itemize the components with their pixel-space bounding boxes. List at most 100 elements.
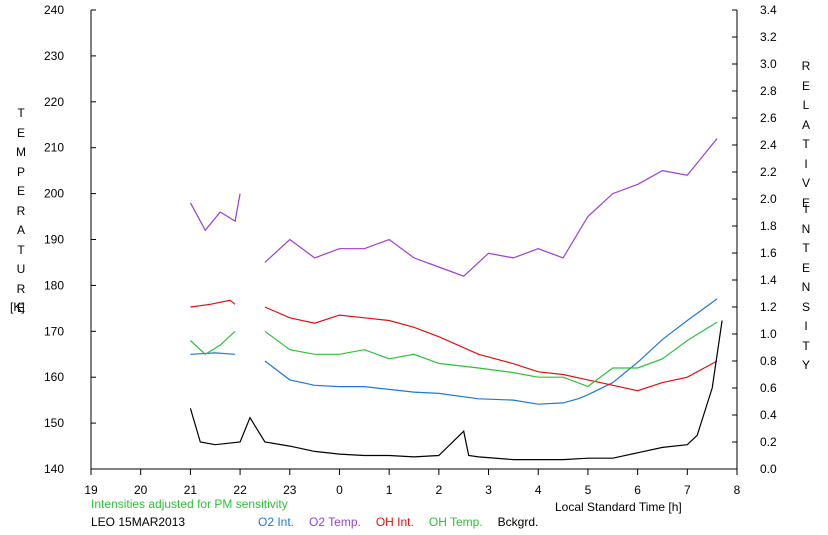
axis-label-letter: E <box>16 301 25 315</box>
right-tick-label: 0.6 <box>760 381 777 395</box>
right-tick-label: 2.2 <box>760 165 777 179</box>
series-oh-temp <box>189 321 718 388</box>
axis-label-letter: T <box>17 242 25 257</box>
axis-label-letter: N <box>801 280 811 294</box>
x-tick-label: 23 <box>283 483 297 497</box>
right-tick-label: 2.4 <box>760 138 777 152</box>
station-date-label: LEO 15MAR2013 <box>91 515 186 529</box>
plot-frame <box>90 10 738 470</box>
legend-entry: O2 Int. <box>258 515 295 529</box>
series-line <box>264 321 718 388</box>
axis-label-letter: M <box>16 145 26 159</box>
axis-label-letter: N <box>801 221 811 236</box>
axis-label-letter: E <box>801 195 810 210</box>
axis-label-letter: I <box>804 202 808 216</box>
x-tick-label: 3 <box>485 483 492 497</box>
x-tick-label: 5 <box>585 483 592 497</box>
x-tick-label: 20 <box>134 483 148 497</box>
series-line <box>190 299 236 308</box>
x-axis-ticks: 19 20 21 22 23 0 1 2 3 4 5 6 7 8 <box>84 469 741 497</box>
right-tick-label: 3.0 <box>760 57 777 71</box>
left-tick-label: 220 <box>44 95 64 109</box>
right-tick-label: 3.2 <box>760 30 777 44</box>
axis-label-letter: T <box>802 241 810 255</box>
axis-label-letter: A <box>801 117 810 132</box>
right-tick-label: 1.4 <box>760 273 777 287</box>
right-tick-label: 3.4 <box>760 3 777 17</box>
right-tick-label: 1.8 <box>760 219 777 233</box>
axis-label-letter: I <box>804 319 808 333</box>
series-line <box>189 193 241 232</box>
left-tick-label: 150 <box>44 416 64 430</box>
right-tick-label: 0.4 <box>760 408 777 422</box>
x-axis-title: Local Standard Time [h] <box>555 500 682 514</box>
right-tick-label: 2.6 <box>760 111 777 125</box>
series-oh-int <box>190 299 718 392</box>
axis-label-letter: E <box>801 78 810 93</box>
axis-label-letter: T <box>802 338 810 353</box>
left-tick-label: 230 <box>44 49 64 63</box>
axis-label-letter: Y <box>801 358 810 372</box>
right-tick-label: 0.0 <box>760 462 777 476</box>
left-tick-label: 160 <box>44 370 64 384</box>
x-tick-label: 4 <box>535 483 542 497</box>
axis-label-letter: R <box>801 59 811 73</box>
x-tick-label: 0 <box>336 483 343 497</box>
right-tick-label: 2.8 <box>760 84 777 98</box>
left-axis-ticks: 140 150 160 170 180 190 200 210 220 230 240 <box>44 3 96 476</box>
x-tick-label: 1 <box>386 483 393 497</box>
x-tick-label: 21 <box>184 483 198 497</box>
left-tick-label: 210 <box>44 141 64 155</box>
axis-label-letter: P <box>16 164 25 179</box>
axis-label-letter: V <box>801 176 810 190</box>
legend-entry: OH Temp. <box>428 515 483 529</box>
axis-label-letter: E <box>16 184 25 198</box>
series-line <box>264 306 718 392</box>
x-tick-label: 19 <box>84 483 98 497</box>
left-tick-label: 170 <box>44 324 64 338</box>
axis-label-letter: T <box>802 137 810 151</box>
axis-label-letter: U <box>16 262 26 276</box>
pm-sensitivity-note: Intensities adjusted for PM sensitivity <box>91 497 288 511</box>
left-tick-label: 140 <box>44 462 64 476</box>
right-tick-label: 0.8 <box>760 354 777 368</box>
right-tick-label: 1.6 <box>760 246 777 260</box>
legend-entry: OH Int. <box>375 515 414 529</box>
series-line <box>189 330 236 356</box>
right-tick-label: 1.0 <box>760 327 777 341</box>
x-tick-label: 2 <box>436 483 443 497</box>
left-tick-label: 190 <box>44 233 64 247</box>
series-line <box>264 298 718 405</box>
left-axis-unit: [K] <box>10 300 25 314</box>
left-tick-label: 240 <box>44 3 64 17</box>
series-line <box>190 352 236 355</box>
legend-entry: Bckgrd. <box>497 515 539 529</box>
axis-label-letter: A <box>16 223 25 237</box>
axis-label-letter: R <box>16 203 26 218</box>
series-o2-int <box>190 298 718 405</box>
axis-label-letter: E <box>801 260 810 275</box>
x-tick-label: 7 <box>684 483 691 497</box>
x-tick-label: 6 <box>634 483 641 497</box>
right-tick-label: 0.2 <box>760 435 777 449</box>
series-bckgrd <box>189 320 723 461</box>
series-line <box>264 138 718 277</box>
series-line <box>189 320 723 461</box>
axis-label-letter: L <box>802 98 810 112</box>
legend-entry: O2 Temp. <box>309 515 361 529</box>
axis-label-letter: E <box>16 125 25 140</box>
series-o2-temp <box>189 138 718 277</box>
left-tick-label: 180 <box>44 278 64 292</box>
x-tick-label: 8 <box>734 483 741 497</box>
right-axis-ticks: 0.0 0.2 0.4 0.6 0.8 1.0 1.2 1.4 1.6 1.8 2.0 2.2 2.4 2… <box>732 3 777 476</box>
left-tick-label: 200 <box>44 187 64 201</box>
axis-label-letter: S <box>801 299 810 314</box>
axis-label-letter: I <box>804 156 808 171</box>
axis-label-letter: T <box>17 106 25 120</box>
axis-label-letter: R <box>16 281 26 296</box>
series-layer <box>189 138 723 461</box>
x-tick-label: 22 <box>233 483 247 497</box>
